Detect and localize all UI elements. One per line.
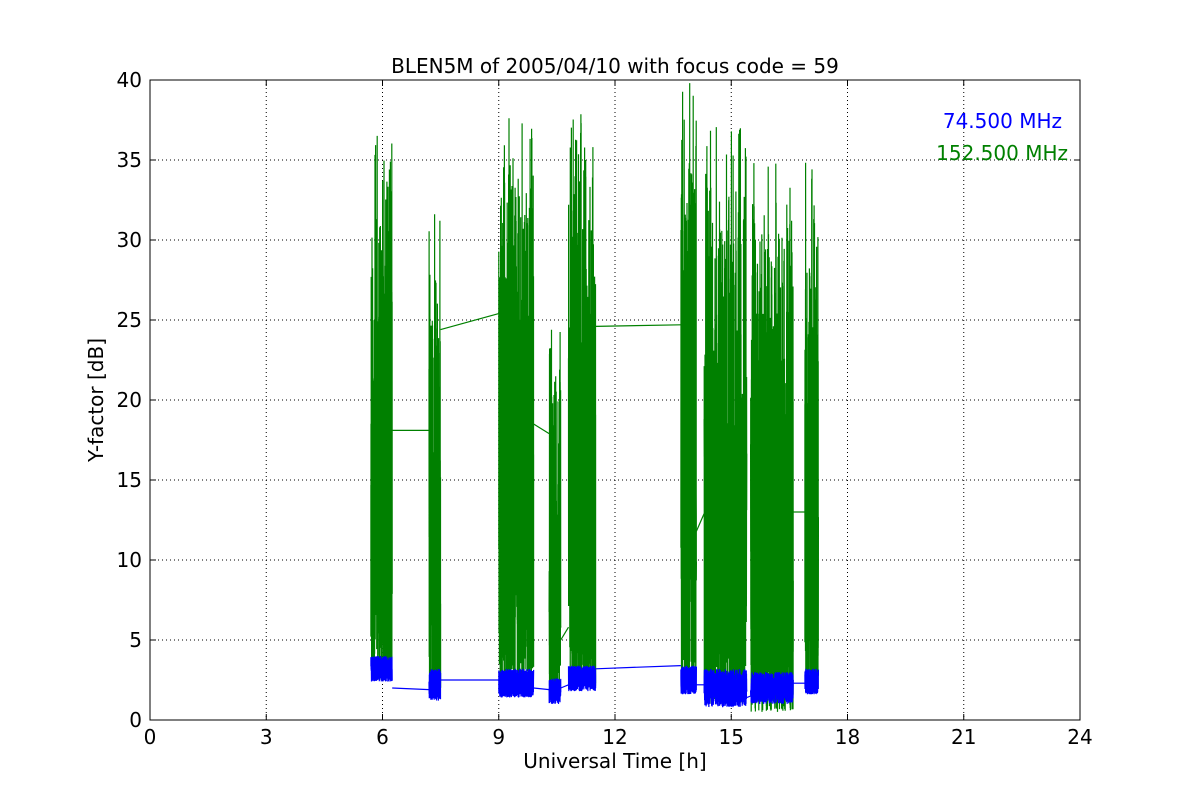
series-segment: [703, 668, 748, 708]
series-segment: [548, 329, 562, 689]
series-connector: [560, 684, 569, 689]
x-tick-label: 9: [492, 725, 505, 749]
series-connector: [595, 665, 681, 670]
ticks: 0 3 6 9 12 15 18 21 24 0 5 10 15 20 25 30 35 40: [117, 68, 1093, 749]
series-connector: [533, 423, 550, 435]
y-tick-label: 5: [129, 628, 142, 652]
y-tick-label: 25: [117, 308, 142, 332]
series-segment: [498, 668, 535, 698]
series-segment: [548, 678, 562, 705]
series-segment: [370, 135, 393, 680]
x-tick-label: 18: [835, 725, 860, 749]
x-tick-label: 6: [376, 725, 389, 749]
x-tick-label: 24: [1067, 725, 1092, 749]
series-segment: [370, 655, 393, 682]
series-connector: [695, 513, 705, 532]
y-tick-label: 40: [117, 68, 142, 92]
x-tick-label: 12: [602, 725, 627, 749]
series-segment: [567, 114, 597, 688]
x-tick-label: 21: [951, 725, 976, 749]
series-connector: [746, 695, 751, 699]
x-axis-label: Universal Time [h]: [523, 749, 706, 773]
x-tick-label: 15: [719, 725, 744, 749]
series-segment: [680, 83, 697, 688]
series-connector: [392, 687, 430, 691]
series-segment: [804, 668, 819, 695]
legend-entry-74-500-mhz: 74.500 MHz: [943, 109, 1062, 133]
chart-title: BLEN5M of 2005/04/10 with focus code = 5…: [391, 54, 839, 78]
series-segment: [750, 671, 794, 704]
y-tick-label: 0: [129, 708, 142, 732]
x-tick-label: 3: [260, 725, 273, 749]
y-axis-label: Y-factor [dB]: [84, 338, 108, 463]
y-tick-label: 30: [117, 228, 142, 252]
series-0: [370, 655, 819, 708]
series-segment: [498, 118, 535, 689]
legend-entry-152-500-mhz: 152.500 MHz: [936, 141, 1068, 165]
plot-data: [370, 83, 819, 712]
series-connector: [595, 324, 681, 327]
series-segment: [750, 163, 794, 712]
y-tick-label: 35: [117, 148, 142, 172]
series-connector: [560, 626, 570, 641]
legend: 74.500 MHz 152.500 MHz: [936, 109, 1068, 165]
y-tick-label: 20: [117, 388, 142, 412]
series-segment: [567, 665, 597, 692]
series-segment: [804, 162, 819, 689]
series-segment: [680, 665, 697, 695]
y-tick-label: 10: [117, 548, 142, 572]
x-tick-label: 0: [144, 725, 157, 749]
y-tick-label: 15: [117, 468, 142, 492]
series-connector: [533, 687, 550, 691]
series-connector: [440, 313, 499, 331]
series-segment: [428, 668, 442, 701]
